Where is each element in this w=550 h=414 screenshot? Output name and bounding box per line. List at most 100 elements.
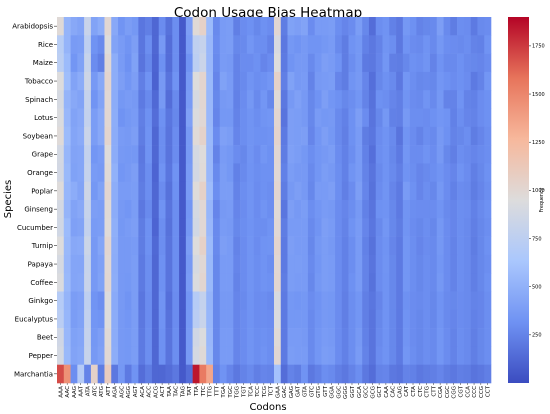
y-tick-label: Beet	[37, 334, 53, 342]
heatmap-cell	[362, 163, 370, 182]
heatmap-cell	[172, 71, 180, 91]
heatmap-cell	[443, 35, 451, 54]
heatmap-cell	[274, 254, 282, 274]
heatmap-cell	[246, 218, 254, 237]
heatmap-cell	[226, 126, 234, 146]
heatmap-cell	[240, 17, 248, 36]
heatmap-cell	[111, 145, 119, 164]
heatmap-cell	[436, 291, 444, 311]
heatmap-cell	[104, 181, 112, 201]
heatmap-cell	[301, 108, 309, 128]
heatmap-cell	[423, 309, 431, 329]
x-tick-label: GAC	[282, 386, 288, 398]
heatmap-cell	[151, 163, 160, 182]
heatmap-cell	[301, 200, 309, 219]
heatmap-cell	[267, 163, 275, 182]
heatmap-cell	[90, 328, 98, 347]
heatmap-cell	[484, 90, 492, 109]
heatmap-cell	[111, 90, 119, 109]
heatmap-cell	[233, 236, 241, 256]
heatmap-cell	[97, 254, 105, 274]
heatmap-cell	[443, 291, 451, 311]
heatmap-cell	[84, 328, 92, 347]
heatmap-cell	[457, 35, 465, 54]
heatmap-cell	[233, 163, 241, 182]
heatmap-cell	[158, 181, 166, 201]
heatmap-cell	[240, 90, 248, 109]
heatmap-cell	[199, 309, 207, 329]
heatmap-cell	[219, 364, 227, 384]
heatmap-cell	[57, 145, 65, 164]
x-tick-label: CTG	[425, 386, 431, 398]
heatmap-cell	[389, 309, 397, 329]
heatmap-cell	[219, 53, 227, 73]
heatmap-cell	[396, 236, 404, 256]
heatmap-cell	[104, 236, 112, 256]
heatmap-cell	[484, 328, 492, 347]
x-tick-label: ATG	[99, 386, 105, 397]
heatmap-cell	[179, 35, 187, 54]
heatmap-cell	[477, 126, 485, 146]
heatmap-cell	[321, 71, 329, 91]
heatmap-cell	[436, 254, 444, 274]
heatmap-cell	[131, 108, 139, 128]
heatmap-cell	[111, 35, 119, 54]
heatmap-cell	[280, 126, 288, 146]
heatmap-cell	[240, 236, 248, 256]
heatmap-cell	[260, 346, 268, 365]
heatmap-cell	[341, 35, 349, 54]
heatmap-cell	[484, 309, 492, 329]
heatmap-cell	[192, 17, 200, 36]
heatmap-cell	[436, 346, 444, 365]
heatmap-cell	[145, 309, 153, 329]
heatmap-cell	[355, 309, 363, 329]
heatmap-cell	[57, 309, 65, 329]
x-tick-label: ATC	[92, 386, 98, 396]
heatmap-cell	[423, 200, 431, 219]
heatmap-cell	[219, 17, 227, 36]
heatmap-cell	[226, 218, 234, 237]
heatmap-cell	[260, 145, 268, 164]
heatmap-cell	[267, 90, 275, 109]
heatmap-cell	[165, 254, 173, 274]
heatmap-cell	[443, 254, 451, 274]
heatmap-cell	[90, 346, 98, 365]
heatmap-cell	[226, 364, 234, 384]
heatmap-cell	[145, 346, 153, 365]
heatmap-cell	[158, 291, 166, 311]
heatmap-cell	[226, 254, 234, 274]
x-tick-label: ACG	[153, 386, 159, 398]
heatmap-cell	[409, 273, 417, 292]
x-tick-label: CGG	[452, 386, 458, 399]
heatmap-cell	[185, 218, 193, 237]
heatmap-cell	[368, 108, 377, 128]
heatmap-cell	[111, 236, 119, 256]
heatmap-cell	[104, 309, 112, 329]
heatmap-cell	[457, 364, 465, 384]
heatmap-cell	[70, 145, 78, 164]
heatmap-cell	[253, 309, 261, 329]
heatmap-cell	[185, 181, 193, 201]
heatmap-cell	[457, 145, 465, 164]
heatmap-cell	[287, 291, 295, 311]
heatmap-cell	[484, 108, 492, 128]
heatmap-cell	[429, 200, 438, 219]
heatmap-cell	[104, 163, 112, 182]
heatmap-cell	[416, 200, 424, 219]
heatmap-cell	[484, 126, 492, 146]
y-tick-label: Orange	[27, 169, 53, 177]
heatmap-cell	[124, 163, 132, 182]
heatmap-cell	[84, 291, 92, 311]
heatmap-cell	[185, 291, 193, 311]
heatmap-cell	[287, 254, 295, 274]
heatmap-cell	[368, 364, 377, 384]
heatmap-cell	[253, 126, 261, 146]
heatmap-cell	[240, 53, 248, 73]
heatmap-cell	[307, 236, 315, 256]
heatmap-cell	[111, 273, 119, 292]
heatmap-cell	[219, 309, 227, 329]
heatmap-cell	[470, 17, 478, 36]
heatmap-cell	[463, 346, 471, 365]
x-tick-label: CTA	[411, 386, 417, 397]
heatmap-cell	[124, 291, 132, 311]
